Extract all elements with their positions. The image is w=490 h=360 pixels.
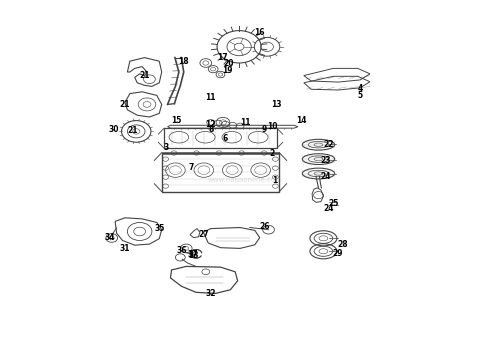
Bar	[164, 128, 277, 148]
Text: 26: 26	[259, 222, 270, 231]
Text: 25: 25	[328, 199, 339, 208]
Text: 22: 22	[323, 140, 334, 149]
Bar	[162, 153, 279, 192]
Text: 16: 16	[254, 28, 265, 37]
Text: 33: 33	[188, 251, 199, 260]
Text: 23: 23	[320, 156, 331, 165]
Text: 37: 37	[187, 251, 198, 259]
Text: 10: 10	[267, 122, 277, 131]
Text: 1: 1	[272, 176, 277, 185]
Text: 20: 20	[223, 59, 234, 68]
Text: 31: 31	[120, 244, 130, 253]
Text: 21: 21	[139, 71, 150, 80]
Text: 30: 30	[108, 125, 119, 134]
Text: 27: 27	[198, 230, 209, 239]
Text: 19: 19	[222, 66, 233, 75]
Text: 35: 35	[154, 224, 165, 233]
Text: 15: 15	[171, 116, 182, 125]
Text: 18: 18	[178, 57, 189, 66]
Text: 24: 24	[323, 204, 334, 213]
Text: 5: 5	[358, 91, 363, 100]
Text: 6: 6	[223, 134, 228, 143]
Text: 8: 8	[208, 125, 213, 134]
Text: 21: 21	[127, 126, 138, 135]
Text: 11: 11	[240, 118, 250, 127]
Text: 3: 3	[164, 143, 169, 152]
Text: 14: 14	[296, 116, 307, 125]
Text: 36: 36	[176, 246, 187, 255]
Text: 12: 12	[205, 120, 216, 129]
Text: 24: 24	[320, 172, 331, 181]
Text: 4: 4	[358, 84, 363, 93]
Text: 13: 13	[271, 100, 282, 109]
Text: 17: 17	[218, 53, 228, 62]
Text: 11: 11	[205, 93, 216, 102]
Text: 29: 29	[333, 249, 343, 258]
Text: 21: 21	[120, 100, 130, 109]
Text: 9: 9	[262, 125, 267, 134]
Text: www.napaonline.com: www.napaonline.com	[208, 177, 282, 183]
Text: 32: 32	[205, 289, 216, 298]
Text: 7: 7	[189, 163, 194, 172]
Text: 34: 34	[105, 233, 116, 242]
Text: 2: 2	[270, 149, 274, 158]
Text: 28: 28	[338, 240, 348, 249]
